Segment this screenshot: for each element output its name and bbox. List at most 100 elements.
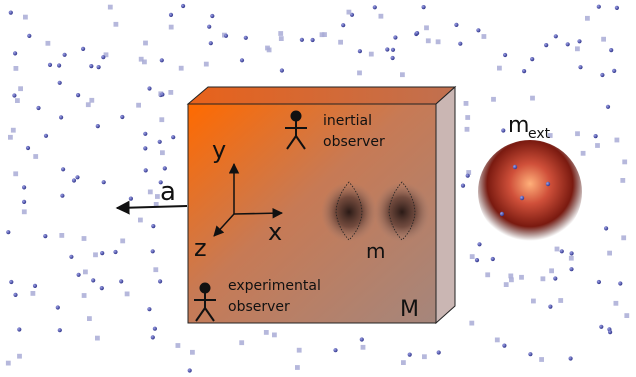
particle-square (469, 320, 475, 326)
experimental-observer-label-line2: observer (228, 299, 290, 315)
particle-square (143, 40, 148, 46)
particle-square (357, 70, 362, 76)
particle-dot (458, 41, 463, 46)
particle-dot (239, 58, 245, 63)
particle-dot (60, 193, 65, 198)
particle-dot (600, 72, 605, 78)
particle-dot (113, 249, 118, 255)
particle-square (10, 127, 16, 133)
particle-dot (474, 258, 480, 263)
particle-dot (476, 28, 481, 33)
particle-dot (36, 105, 41, 111)
particle-square (190, 349, 195, 355)
particle-dot (604, 226, 609, 231)
particle-dot (599, 324, 604, 329)
particle-dot (210, 13, 215, 19)
particle-dot (22, 185, 27, 190)
particle-dot (528, 352, 533, 357)
particle-dot (359, 337, 364, 342)
particle-dot (577, 39, 582, 44)
particle-dot (207, 24, 212, 29)
particle-square (120, 238, 126, 244)
particle-dot (614, 5, 620, 10)
particle-square (17, 353, 22, 359)
particle-dot (618, 281, 623, 286)
external-mass-sphere (478, 140, 582, 244)
particle-square (81, 236, 87, 241)
particle-dot (605, 104, 611, 109)
particle-square (21, 209, 27, 215)
particle-dot (25, 145, 31, 151)
inertial-observer-label-line2: observer (323, 134, 385, 150)
particle-square (18, 86, 23, 92)
particle-square (13, 66, 19, 71)
particle-dot (421, 5, 426, 10)
particle-square (296, 347, 302, 353)
box-side-face (435, 85, 456, 325)
particle-dot (544, 43, 549, 48)
particle-square (168, 24, 174, 30)
inertial-observer-label-line1: inertial (323, 113, 372, 129)
particle-square (8, 134, 13, 140)
particle-dot (150, 249, 155, 254)
small-mass-pair (321, 181, 430, 242)
particle-square (622, 159, 628, 165)
particle-square (81, 293, 87, 298)
particle-dot (157, 139, 162, 144)
particle-dot (223, 33, 229, 38)
particle-square (368, 51, 374, 57)
particle-dot (530, 57, 535, 62)
external-mass-label-base: m (508, 113, 529, 138)
particle-square (95, 335, 100, 341)
particle-dot (596, 279, 602, 285)
particle-dot (81, 46, 86, 52)
particle-dot (128, 196, 133, 201)
particle-square (607, 250, 612, 256)
particle-dot (171, 135, 176, 140)
particle-dot (47, 62, 53, 67)
particle-dot (593, 134, 598, 139)
particle-square (103, 52, 109, 58)
particle-dot (143, 146, 148, 151)
particle-square (278, 31, 284, 36)
particle-square (59, 233, 65, 238)
particle-dot (565, 42, 570, 47)
box-mass-label: M (400, 297, 419, 322)
particle-square (159, 117, 165, 123)
particle-square (575, 131, 580, 137)
particle-dot (499, 211, 505, 217)
particle-square (153, 267, 159, 273)
particle-square (401, 360, 406, 365)
particle-dot (181, 3, 186, 9)
particle-square (15, 98, 20, 103)
particle-dot (596, 4, 601, 9)
particle-square (30, 291, 36, 296)
particle-square (295, 365, 300, 370)
particle-dot (490, 256, 495, 262)
particle-square (464, 126, 470, 132)
particle-square (497, 65, 502, 71)
particle-dot (61, 167, 66, 172)
particle-square (613, 300, 619, 306)
particle-dot (460, 183, 466, 188)
particle-square (13, 171, 19, 177)
particle-square (23, 14, 28, 20)
particle-square (265, 45, 270, 51)
particle-dot (333, 348, 338, 353)
particle-dot (147, 86, 152, 91)
particle-dot (150, 335, 155, 340)
particle-dot (32, 283, 38, 288)
particle-square (263, 330, 269, 335)
particle-dot (465, 173, 470, 178)
particle-dot (372, 5, 377, 10)
particle-square (519, 274, 524, 280)
particle-dot (57, 328, 62, 333)
particle-square (400, 72, 405, 78)
particle-dot (143, 168, 148, 173)
particle-dot (553, 276, 558, 281)
particle-square (463, 101, 469, 106)
particle-dot (512, 164, 518, 170)
particle-dot (415, 30, 420, 36)
particle-dot (76, 93, 81, 98)
